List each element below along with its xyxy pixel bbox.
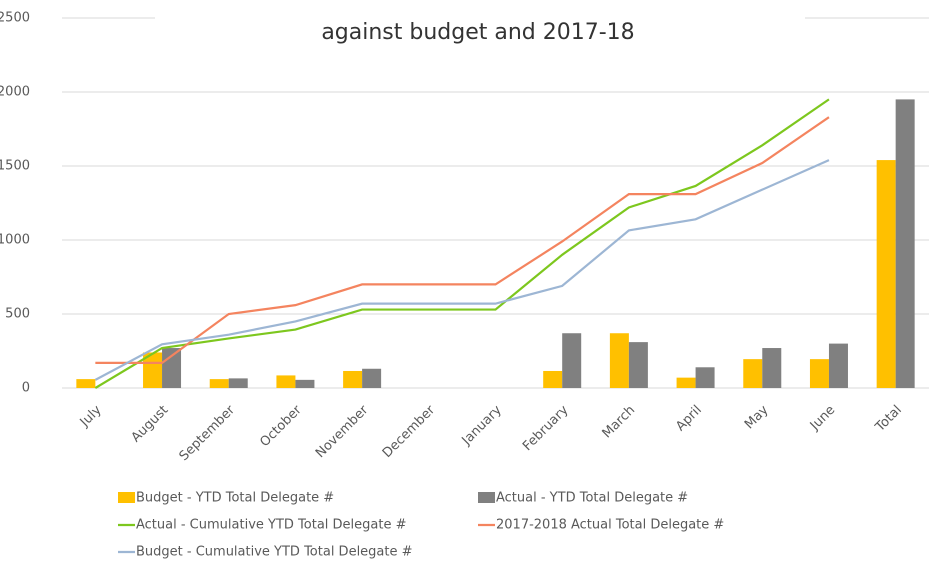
line bbox=[94, 98, 830, 389]
bar bbox=[209, 379, 229, 388]
x-tick-label: June bbox=[807, 403, 838, 434]
y-tick-label: 2500 bbox=[0, 11, 30, 26]
bar bbox=[76, 379, 96, 388]
legend-label: 2017-2018 Actual Total Delegate # bbox=[496, 518, 724, 533]
bar bbox=[609, 333, 629, 388]
bar bbox=[895, 99, 915, 389]
bar bbox=[676, 377, 696, 388]
x-tick-label: December bbox=[380, 402, 439, 461]
legend-label: Budget - Cumulative YTD Total Delegate # bbox=[136, 545, 413, 560]
line bbox=[94, 159, 830, 381]
bar bbox=[695, 367, 715, 388]
line bbox=[95, 116, 830, 364]
bar bbox=[762, 348, 782, 388]
x-tick-label: November bbox=[313, 402, 372, 461]
bar bbox=[362, 368, 382, 388]
legend-label: Actual - Cumulative YTD Total Delegate # bbox=[136, 518, 407, 533]
bar bbox=[143, 352, 163, 388]
x-tick-label: Total bbox=[872, 403, 905, 436]
bar bbox=[276, 375, 296, 388]
y-tick-label: 500 bbox=[5, 307, 30, 322]
legend-swatch bbox=[118, 492, 135, 503]
legend-label: Budget - YTD Total Delegate # bbox=[136, 491, 334, 506]
bar bbox=[828, 343, 848, 388]
y-tick-label: 1000 bbox=[0, 233, 30, 248]
y-tick-label: 0 bbox=[22, 381, 30, 396]
y-tick-label: 1500 bbox=[0, 159, 30, 174]
legend-label: Actual - YTD Total Delegate # bbox=[496, 491, 688, 506]
bar bbox=[809, 359, 829, 388]
x-tick-label: February bbox=[520, 402, 572, 454]
chart-title: against budget and 2017-18 bbox=[321, 20, 634, 45]
x-tick-label: July bbox=[77, 402, 105, 430]
legend: Budget - YTD Total Delegate # Actual - YT… bbox=[118, 491, 724, 560]
x-tick-label: March bbox=[600, 403, 639, 442]
x-tick-label: September bbox=[177, 402, 239, 464]
x-tick-label: August bbox=[129, 403, 172, 446]
marks bbox=[76, 98, 915, 389]
legend-swatch bbox=[478, 492, 495, 503]
bar bbox=[343, 370, 363, 388]
bar bbox=[876, 160, 896, 388]
bar bbox=[743, 359, 763, 388]
title-background bbox=[155, 0, 805, 50]
bar bbox=[295, 379, 315, 388]
bar bbox=[628, 342, 648, 388]
x-tick-label: January bbox=[459, 402, 505, 448]
x-tick-label: April bbox=[673, 403, 705, 435]
grid bbox=[62, 17, 929, 389]
x-tick-label: October bbox=[257, 402, 305, 450]
bar bbox=[162, 348, 182, 388]
bar bbox=[543, 370, 563, 388]
x-tick-label: May bbox=[742, 402, 772, 432]
bar bbox=[228, 378, 248, 388]
y-tick-label: 2000 bbox=[0, 85, 30, 100]
bar bbox=[562, 333, 582, 388]
